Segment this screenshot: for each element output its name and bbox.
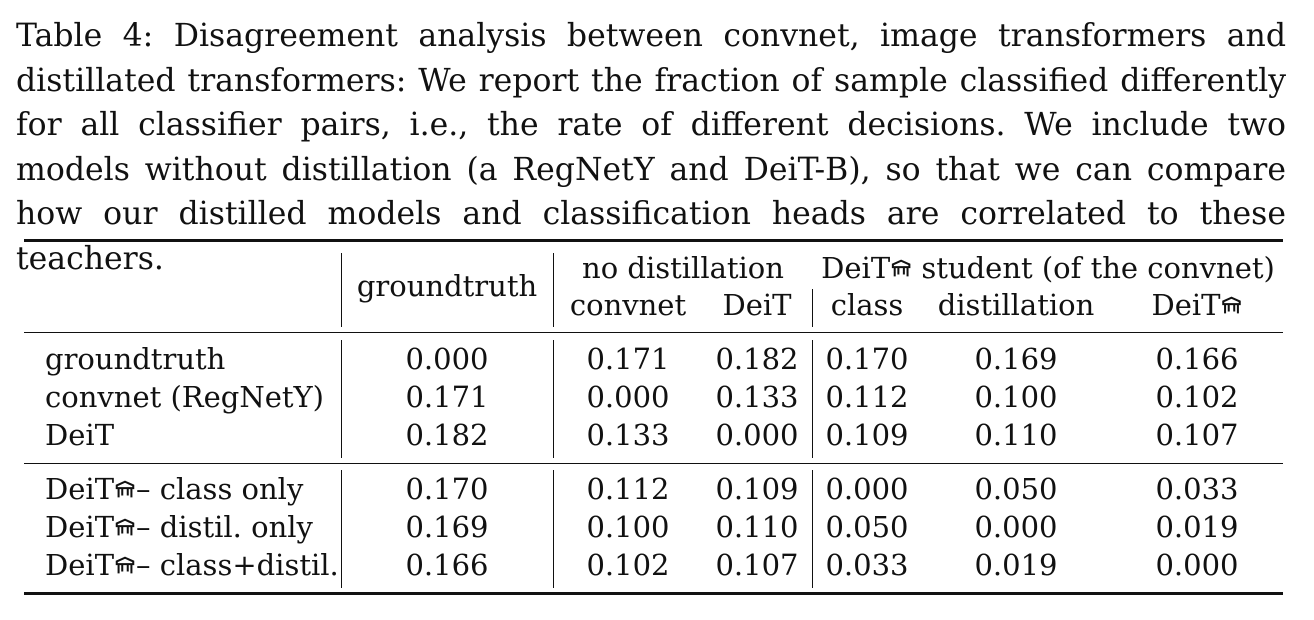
table-cell: 0.133: [715, 380, 799, 414]
row-label: DeiT – class+distil.: [45, 547, 339, 583]
table-cell: 0.100: [974, 380, 1058, 414]
table-cell: 0.107: [715, 548, 799, 582]
table-cell: 0.170: [405, 472, 489, 506]
header-student-suffix: student (of the convnet): [912, 251, 1275, 285]
vline-body1-3: [812, 340, 813, 458]
header-class: class: [830, 288, 904, 322]
table-cell: 0.110: [974, 418, 1058, 452]
header-deit: DeiT: [722, 288, 792, 322]
table-cell: 0.166: [405, 548, 489, 582]
table-cell: 0.000: [1155, 548, 1239, 582]
table-cell: 0.000: [825, 472, 909, 506]
table-cell: 0.182: [715, 342, 799, 376]
row-label-text: – distil. only: [136, 510, 313, 544]
row-label: DeiT: [45, 417, 114, 453]
row-label-prefix: DeiT: [45, 472, 115, 506]
header-distillation: distillation: [937, 288, 1095, 322]
vline-header-2: [553, 253, 554, 327]
row-label-prefix: DeiT: [45, 548, 115, 582]
table-cell: 0.019: [1155, 510, 1239, 544]
vline-body2-3: [812, 470, 813, 588]
vline-body2-2: [553, 470, 554, 588]
table-caption: Table 4: Disagreement analysis between c…: [16, 14, 1286, 281]
table-cell: 0.133: [586, 418, 670, 452]
table-cell: 0.171: [405, 380, 489, 414]
header-convnet: convnet: [569, 288, 687, 322]
table-cell: 0.166: [1155, 342, 1239, 376]
header-no-distillation: no distillation: [582, 251, 784, 285]
vline-body1-2: [553, 340, 554, 458]
table-cell: 0.171: [586, 342, 670, 376]
header-groundtruth: groundtruth: [356, 269, 538, 303]
top-rule: [24, 239, 1283, 242]
table-cell: 0.000: [715, 418, 799, 452]
table-cell: 0.112: [825, 380, 909, 414]
header-student-prefix: DeiT: [821, 251, 891, 285]
alembic-icon: [891, 259, 911, 277]
row-label: groundtruth: [45, 341, 225, 377]
alembic-icon: [115, 556, 135, 574]
table-cell: 0.170: [825, 342, 909, 376]
alembic-icon: [115, 518, 135, 536]
row-label-text: convnet (RegNetY): [45, 380, 324, 414]
header-rule: [24, 332, 1283, 333]
row-label-text: – class+distil.: [136, 548, 339, 582]
group-rule: [24, 463, 1283, 464]
row-label-prefix: DeiT: [45, 510, 115, 544]
caption-text: Table 4: Disagreement analysis between c…: [16, 18, 1286, 277]
header-deit-distilled: DeiT: [1151, 287, 1242, 323]
table-cell: 0.050: [825, 510, 909, 544]
table-cell: 0.000: [405, 342, 489, 376]
table-cell: 0.169: [974, 342, 1058, 376]
table-cell: 0.102: [586, 548, 670, 582]
table-cell: 0.182: [405, 418, 489, 452]
vline-body2-1: [341, 470, 342, 588]
vline-header-1: [341, 253, 342, 327]
table-cell: 0.109: [715, 472, 799, 506]
table-cell: 0.102: [1155, 380, 1239, 414]
table-cell: 0.000: [974, 510, 1058, 544]
table-cell: 0.112: [586, 472, 670, 506]
table-cell: 0.110: [715, 510, 799, 544]
table-cell: 0.033: [1155, 472, 1239, 506]
table-cell: 0.019: [974, 548, 1058, 582]
row-label: convnet (RegNetY): [45, 379, 324, 415]
table-cell: 0.107: [1155, 418, 1239, 452]
vline-body1-1: [341, 340, 342, 458]
row-label-text: – class only: [136, 472, 304, 506]
table-cell: 0.169: [405, 510, 489, 544]
alembic-icon: [115, 480, 135, 498]
table-cell: 0.000: [586, 380, 670, 414]
header-student-group: DeiT student (of the convnet): [821, 250, 1275, 286]
row-label-text: DeiT: [45, 418, 115, 452]
row-label: DeiT – class only: [45, 471, 303, 507]
vline-header-3: [812, 289, 813, 327]
table-cell: 0.109: [825, 418, 909, 452]
bottom-rule: [24, 592, 1283, 595]
row-label: DeiT – distil. only: [45, 509, 313, 545]
table-cell: 0.100: [586, 510, 670, 544]
alembic-icon: [1222, 296, 1241, 314]
header-deit-distilled-label: DeiT: [1151, 288, 1221, 322]
table-cell: 0.050: [974, 472, 1058, 506]
row-label-text: groundtruth: [45, 342, 226, 376]
table-cell: 0.033: [825, 548, 909, 582]
